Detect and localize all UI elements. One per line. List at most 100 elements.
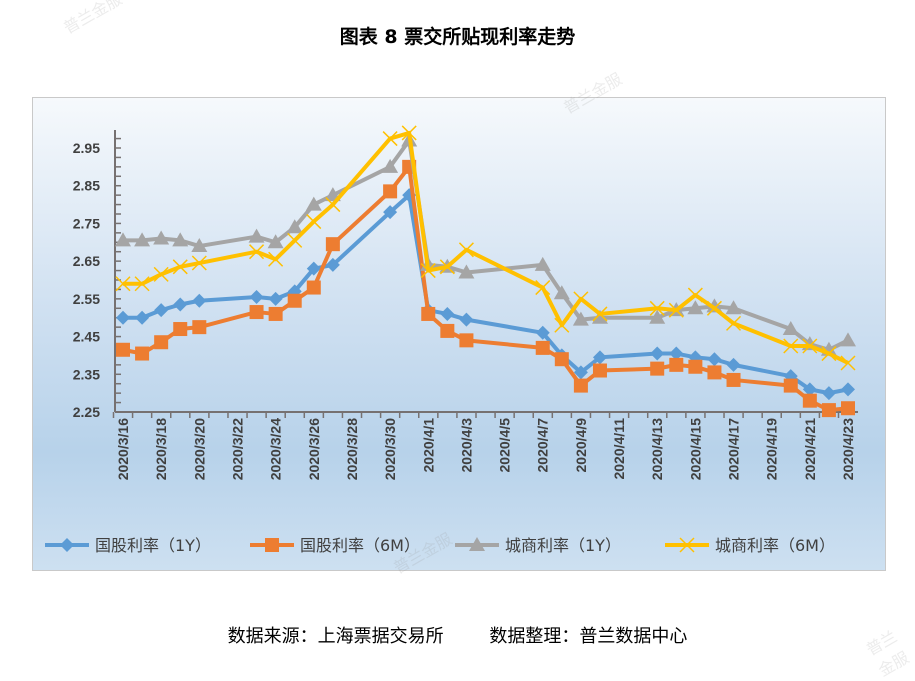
- y-tick-label: 2.85: [73, 178, 100, 194]
- x-tick-label: 2020/3/28: [344, 418, 360, 480]
- data-point: [115, 276, 131, 292]
- x-tick-label: 2020/4/13: [649, 418, 665, 480]
- data-point: [592, 363, 607, 378]
- data-point: [383, 184, 398, 199]
- legend-label: 城商利率（6M）: [715, 536, 835, 555]
- y-tick-label: 2.55: [73, 291, 100, 307]
- data-point: [726, 372, 741, 387]
- data-point: [116, 310, 130, 325]
- y-tick-label: 2.35: [73, 366, 100, 382]
- x-tick-label: 2020/3/24: [268, 418, 284, 480]
- data-point: [706, 300, 722, 316]
- data-point: [249, 244, 265, 260]
- data-point: [191, 238, 208, 253]
- data-point: [382, 131, 398, 147]
- data-point: [191, 255, 207, 271]
- series-line-2: [123, 138, 849, 352]
- x-tick-label: 2020/4/3: [458, 418, 474, 473]
- legend-marker: [469, 537, 485, 551]
- data-point: [116, 342, 130, 357]
- data-point: [707, 352, 722, 367]
- x-tick-label: 2020/4/21: [802, 418, 818, 480]
- data-point: [821, 403, 836, 418]
- series-line-1: [122, 164, 849, 413]
- data-point: [287, 232, 303, 248]
- data-point: [726, 357, 741, 372]
- legend-label: 国股利率（1Y）: [95, 536, 211, 555]
- x-tick-label: 2020/4/19: [764, 418, 780, 480]
- data-point: [802, 382, 817, 397]
- data-point: [192, 320, 207, 335]
- data-point: [439, 259, 455, 275]
- data-point: [688, 359, 703, 374]
- data-point: [458, 242, 474, 258]
- x-tick-label: 2020/3/16: [115, 418, 131, 480]
- x-tick-label: 2020/4/17: [726, 418, 742, 480]
- x-tick-label: 2020/3/20: [191, 418, 207, 480]
- data-point: [573, 378, 588, 393]
- legend-marker: [265, 538, 279, 552]
- x-tick-label: 2020/4/23: [840, 418, 856, 480]
- data-point: [592, 306, 608, 322]
- data-point: [840, 332, 856, 347]
- data-point: [669, 357, 684, 372]
- data-point: [286, 219, 303, 234]
- data-point: [115, 232, 131, 247]
- data-point: [249, 289, 264, 304]
- data-point: [687, 300, 704, 315]
- data-point: [421, 306, 436, 321]
- data-point: [154, 335, 169, 350]
- data-point: [534, 256, 551, 271]
- data-point: [383, 205, 398, 220]
- data-point: [802, 393, 817, 408]
- data-point: [267, 234, 284, 249]
- x-tick-label: 2020/3/22: [229, 418, 245, 480]
- data-point: [440, 323, 455, 338]
- y-tick-label: 2.95: [73, 140, 100, 156]
- data-point: [248, 228, 265, 243]
- data-point: [325, 197, 341, 213]
- data-point: [154, 303, 169, 318]
- data-point: [782, 321, 799, 336]
- data-point: [153, 230, 170, 245]
- legend-marker: [60, 538, 74, 552]
- data-point: [687, 287, 703, 303]
- data-point: [649, 309, 666, 324]
- data-point: [459, 333, 474, 348]
- data-point: [725, 315, 742, 331]
- data-point: [821, 386, 836, 401]
- x-tick-label: 2020/4/9: [573, 418, 589, 473]
- data-point: [572, 311, 589, 326]
- data-point: [553, 285, 570, 300]
- data-point: [841, 401, 855, 416]
- data-point: [287, 293, 302, 308]
- data-point: [305, 196, 322, 211]
- data-point: [306, 261, 321, 276]
- data-point: [573, 291, 589, 307]
- data-point: [458, 264, 475, 279]
- x-tick-label: 2020/3/26: [306, 418, 322, 480]
- source-note: 数据来源：上海票据交易所 数据整理：普兰数据中心: [227, 626, 688, 647]
- data-point: [306, 280, 321, 295]
- data-point: [172, 259, 188, 275]
- data-point: [554, 317, 570, 333]
- y-tick-label: 2.75: [73, 215, 100, 231]
- data-point: [554, 352, 569, 367]
- data-point: [173, 297, 188, 312]
- data-point: [192, 293, 207, 308]
- x-tick-label: 2020/4/1: [420, 418, 436, 473]
- data-point: [134, 232, 151, 247]
- line-chart: 2.25 2.35 2.45 2.55 2.65 2.75 2.85 2.95 2020/3/1…: [45, 125, 858, 555]
- series-line-3: [123, 130, 849, 365]
- data-point: [306, 214, 322, 230]
- data-point: [535, 325, 550, 340]
- data-point: [135, 346, 150, 361]
- data-point: [573, 365, 588, 380]
- x-tick-label: 2020/3/18: [153, 418, 169, 480]
- data-point: [841, 382, 855, 397]
- chart-title: 图表 8 票交所贴现利率走势: [339, 26, 576, 48]
- data-point: [668, 302, 684, 318]
- data-point: [268, 291, 283, 306]
- data-point: [669, 346, 684, 361]
- data-point: [802, 338, 818, 354]
